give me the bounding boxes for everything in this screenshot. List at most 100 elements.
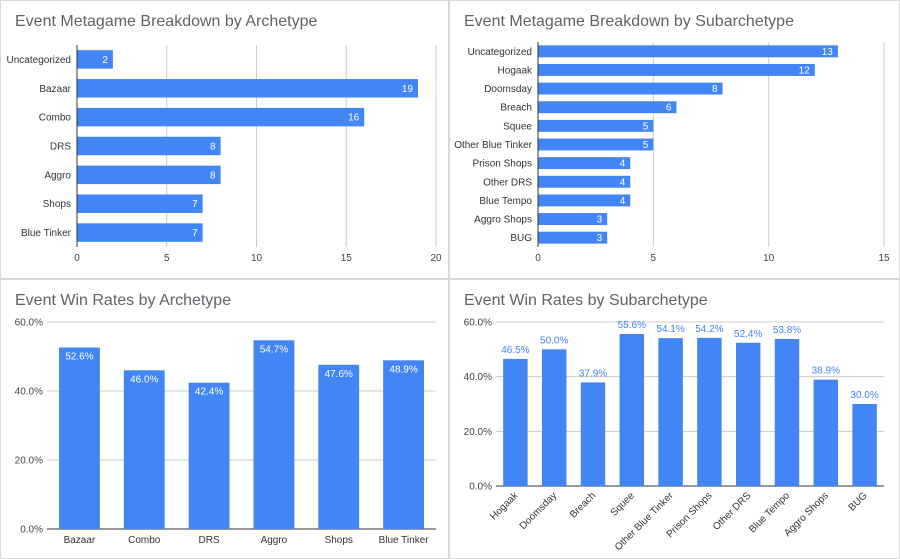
data-label: 42.4%	[195, 387, 223, 398]
data-label: 46.0%	[130, 374, 158, 385]
y-tick-label: 60.0%	[464, 318, 492, 329]
bar	[538, 63, 815, 76]
bar	[188, 382, 230, 529]
chart-panel-subarchetype-breakdown: Event Metagame Breakdown by Subarchetype…	[450, 1, 899, 278]
x-tick-label: 0	[74, 253, 80, 264]
category-label: Uncategorized	[7, 55, 71, 66]
category-label: Doomsday	[484, 84, 532, 95]
x-tick-label: 0	[535, 253, 541, 264]
category-label: Other DRS	[483, 177, 532, 188]
bar	[541, 349, 567, 486]
x-tick-label: 5	[164, 253, 170, 264]
data-label: 7	[192, 228, 198, 239]
bar	[77, 50, 113, 69]
category-label: BUG	[847, 490, 870, 513]
data-label: 6	[666, 103, 672, 114]
y-tick-label: 0.0%	[469, 482, 492, 493]
data-label: 46.5%	[501, 345, 529, 356]
category-label: Aggro	[44, 170, 71, 181]
bar	[538, 45, 838, 58]
bar	[619, 334, 645, 486]
y-tick-label: 40.0%	[464, 372, 492, 383]
category-label: Shops	[325, 535, 353, 546]
y-tick-label: 40.0%	[15, 387, 43, 398]
category-label: Aggro Shops	[474, 215, 532, 226]
data-label: 52.4%	[734, 329, 762, 340]
data-label: 3	[597, 215, 603, 226]
category-label: Bazaar	[39, 84, 71, 95]
category-label: Breach	[568, 490, 598, 520]
y-tick-label: 60.0%	[15, 318, 43, 329]
x-tick-label: 15	[878, 253, 890, 264]
data-label: 8	[210, 142, 216, 153]
data-label: 50.0%	[540, 335, 568, 346]
bar	[774, 338, 800, 486]
category-label: Doomsday	[518, 490, 560, 532]
data-label: 4	[620, 196, 626, 207]
bar	[77, 107, 365, 127]
bar	[123, 370, 165, 529]
category-label: Bazaar	[64, 535, 96, 546]
bar	[538, 194, 631, 207]
bar	[735, 342, 761, 486]
category-label: Aggro	[261, 535, 288, 546]
data-label: 47.6%	[325, 369, 353, 380]
data-label: 12	[799, 65, 811, 76]
data-label: 54.7%	[260, 344, 288, 355]
data-label: 13	[822, 47, 834, 58]
bar	[538, 175, 631, 188]
category-label: Other Blue Tinker	[454, 140, 532, 151]
x-tick-label: 10	[763, 253, 775, 264]
bar	[538, 138, 654, 151]
chart-title: Event Metagame Breakdown by Archetype	[15, 13, 318, 30]
bar	[538, 213, 608, 226]
bar	[538, 119, 654, 132]
data-label: 30.0%	[850, 390, 878, 401]
y-tick-label: 20.0%	[464, 427, 492, 438]
chart-svg: 0.0% 20.0% 40.0% 60.0% 46.5% Hogaak 50.0% Dooms…	[464, 318, 884, 553]
bar	[77, 136, 221, 156]
y-tick-label: 20.0%	[15, 456, 43, 467]
bar	[253, 340, 295, 529]
chart-title: Event Metagame Breakdown by Subarchetype	[464, 13, 794, 30]
data-label: 54.2%	[695, 324, 723, 335]
bar	[77, 79, 419, 98]
data-label: 2	[102, 55, 108, 66]
category-label: Blue Tempo	[479, 196, 532, 207]
x-tick-label: 10	[251, 253, 263, 264]
data-label: 5	[643, 140, 649, 151]
bar	[813, 379, 839, 486]
bar	[503, 358, 528, 486]
data-label: 4	[620, 159, 626, 170]
data-label: 48.9%	[389, 364, 417, 375]
data-label: 37.9%	[579, 368, 607, 379]
data-label: 54.1%	[656, 324, 684, 335]
category-label: Prison Shops	[473, 159, 532, 170]
bar	[580, 382, 606, 486]
bar	[77, 165, 221, 185]
bar	[318, 364, 360, 529]
category-label: Hogaak	[488, 490, 521, 523]
category-label: BUG	[510, 233, 532, 244]
data-label: 4	[620, 177, 626, 188]
category-label: Uncategorized	[468, 47, 532, 58]
category-label: Squee	[609, 490, 638, 519]
data-label: 38.9%	[812, 366, 840, 377]
data-label: 8	[712, 84, 718, 95]
bar	[538, 231, 608, 244]
category-label: DRS	[199, 535, 220, 546]
category-label: Blue Tinker	[21, 228, 72, 239]
category-label: DRS	[50, 142, 71, 153]
bar	[538, 101, 677, 114]
category-label: Combo	[39, 113, 72, 124]
category-label: Shops	[43, 199, 71, 210]
bar	[538, 157, 631, 170]
data-label: 19	[402, 84, 414, 95]
data-label: 8	[210, 170, 216, 181]
bar	[383, 360, 425, 529]
x-tick-label: 15	[341, 253, 353, 264]
bar	[77, 194, 203, 213]
category-label: Combo	[128, 535, 161, 546]
bar	[58, 347, 100, 529]
x-tick-label: 5	[651, 253, 657, 264]
